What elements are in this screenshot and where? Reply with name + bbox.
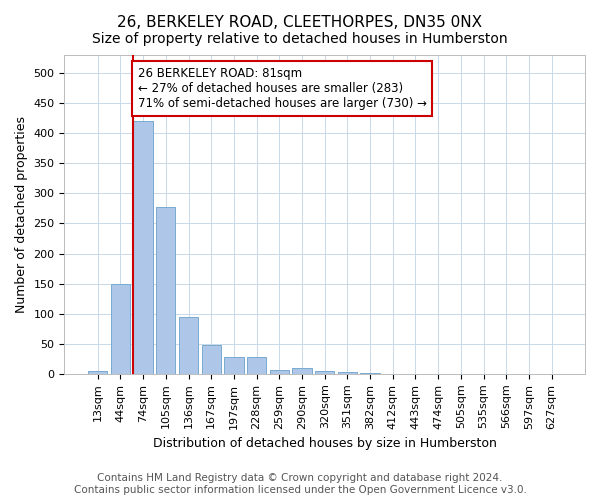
Bar <box>179 316 198 374</box>
Text: 26, BERKELEY ROAD, CLEETHORPES, DN35 0NX: 26, BERKELEY ROAD, CLEETHORPES, DN35 0NX <box>118 15 482 30</box>
Bar <box>247 357 266 374</box>
Text: Contains HM Land Registry data © Crown copyright and database right 2024.
Contai: Contains HM Land Registry data © Crown c… <box>74 474 526 495</box>
Bar <box>156 207 175 374</box>
Text: 26 BERKELEY ROAD: 81sqm
← 27% of detached houses are smaller (283)
71% of semi-d: 26 BERKELEY ROAD: 81sqm ← 27% of detache… <box>137 67 427 110</box>
Bar <box>133 121 153 374</box>
Bar <box>111 284 130 374</box>
Bar <box>315 371 334 374</box>
Bar <box>269 370 289 374</box>
Bar <box>292 368 311 374</box>
X-axis label: Distribution of detached houses by size in Humberston: Distribution of detached houses by size … <box>153 437 497 450</box>
Bar <box>88 371 107 374</box>
Y-axis label: Number of detached properties: Number of detached properties <box>15 116 28 313</box>
Bar <box>202 345 221 374</box>
Bar <box>224 357 244 374</box>
Text: Size of property relative to detached houses in Humberston: Size of property relative to detached ho… <box>92 32 508 46</box>
Bar <box>361 373 380 374</box>
Bar <box>338 372 357 374</box>
